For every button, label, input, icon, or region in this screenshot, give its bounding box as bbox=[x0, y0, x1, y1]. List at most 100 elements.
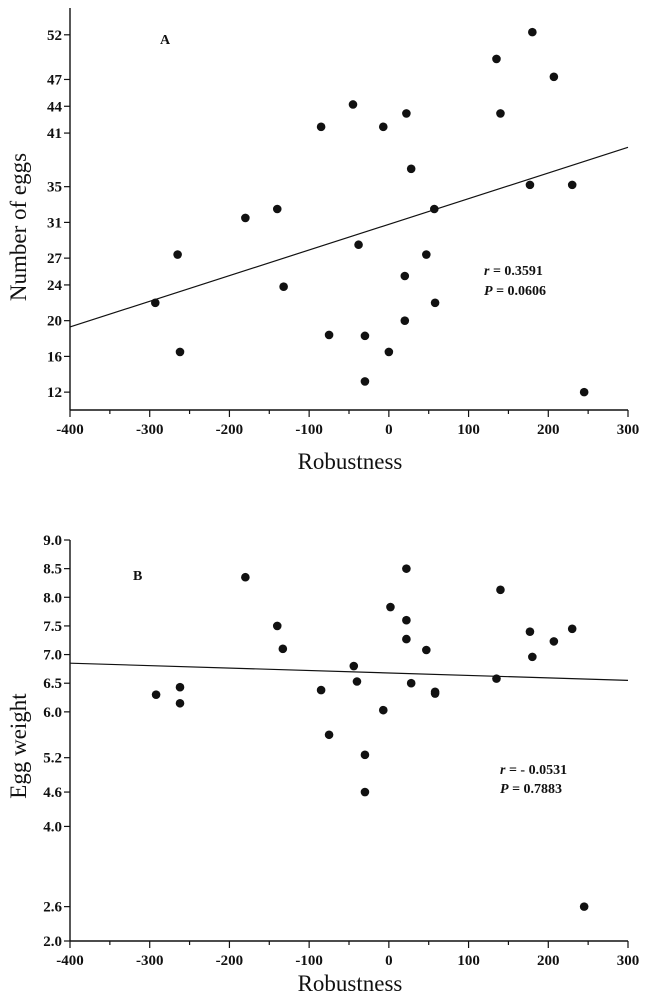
panel-b-data-point bbox=[360, 750, 370, 760]
panel-a-y-tick-label: 41 bbox=[47, 126, 62, 142]
panel-b-data-point bbox=[430, 689, 440, 698]
panel-b-data-point bbox=[175, 698, 185, 708]
panel-a-x-tick-label: 100 bbox=[457, 422, 480, 438]
panel-a-data-point bbox=[429, 204, 439, 214]
panel-b-data-point bbox=[402, 634, 411, 644]
panel-b-data-point bbox=[360, 787, 370, 797]
panel-a-data-point bbox=[241, 213, 250, 223]
panel-b-data-point bbox=[316, 685, 326, 695]
panel-b-x-tick-label: 0 bbox=[385, 953, 393, 969]
panel-a-p-label: P bbox=[484, 284, 493, 299]
panel-a-x-tick-label: -100 bbox=[295, 422, 323, 438]
panel-b-y-tick-label: 8.5 bbox=[43, 562, 62, 578]
panel-b-y-axis-title: Egg weight bbox=[6, 693, 31, 799]
panel-a-y-tick-label: 24 bbox=[47, 278, 63, 294]
panel-a-x-tick-label: -400 bbox=[56, 422, 84, 438]
panel-b-y-tick-label: 7.5 bbox=[43, 619, 62, 635]
panel-a-data-point bbox=[400, 316, 410, 325]
panel-a-x-tick-label: -200 bbox=[216, 422, 244, 438]
panel-b-x-tick-label: 300 bbox=[617, 953, 640, 969]
panel-b-data-point bbox=[324, 730, 334, 740]
panel-b-data-point bbox=[378, 705, 388, 715]
panel-b-y-tick-label: 7.0 bbox=[43, 648, 62, 664]
panel-a-data-point bbox=[528, 27, 537, 37]
panel-b-data-point bbox=[349, 661, 359, 671]
panel-a-y-axis-title: Number of eggs bbox=[6, 153, 31, 301]
panel-b-y-tick-label: 2.0 bbox=[43, 934, 62, 950]
panel-b-data-point bbox=[422, 645, 431, 655]
panel-a-data-point bbox=[400, 271, 410, 281]
panel-a-data-point bbox=[272, 204, 282, 214]
panel-a-number-of-eggs: A Robustness Number of eggs r = 0.3591 P… bbox=[6, 8, 639, 474]
panel-b-data-point bbox=[579, 902, 589, 911]
panel-a-x-tick-label: 300 bbox=[617, 422, 640, 438]
panel-a-r-label: r bbox=[484, 264, 490, 279]
panel-a-regression-line bbox=[69, 146, 629, 328]
panel-a-data-point bbox=[150, 298, 160, 308]
panel-a-data-point bbox=[360, 331, 370, 341]
panel-a-data-point bbox=[579, 387, 589, 397]
panel-a-data-point bbox=[422, 250, 431, 259]
panel-b-p-label: P bbox=[500, 782, 509, 797]
panel-b-regression-line bbox=[69, 662, 629, 681]
panel-b-p-value: = 0.7883 bbox=[509, 782, 562, 797]
panel-b-y-tick-label: 4.0 bbox=[43, 819, 62, 835]
panel-a-data-point bbox=[549, 72, 559, 82]
panel-a-x-axis-title: Robustness bbox=[298, 449, 403, 474]
panel-a-p-annotation: P = 0.0606 bbox=[484, 284, 546, 299]
panel-a-y-tick-label: 35 bbox=[47, 180, 62, 196]
panel-b-data-point bbox=[406, 678, 416, 688]
panel-a-y-tick-label: 31 bbox=[47, 215, 62, 231]
panel-b-data-point bbox=[496, 585, 505, 595]
panel-a-data-point bbox=[525, 180, 535, 190]
panel-b-label: B bbox=[133, 569, 142, 584]
panel-a-data-point bbox=[324, 330, 334, 340]
panel-b-data-point bbox=[549, 637, 559, 646]
panel-a-data-point bbox=[316, 122, 326, 132]
panel-a-data-point bbox=[384, 347, 394, 357]
panel-b-data-point bbox=[525, 627, 535, 636]
panel-a-data-point bbox=[492, 54, 501, 64]
panel-b-x-tick-label: 200 bbox=[537, 953, 560, 969]
panel-a-data-point bbox=[279, 282, 288, 292]
panel-b-data-point bbox=[528, 652, 537, 662]
panel-b-y-tick-label: 9.0 bbox=[43, 533, 62, 549]
panel-b-data-point bbox=[272, 621, 282, 631]
panel-a-data-point bbox=[354, 240, 363, 250]
panel-b-x-tick-label: -400 bbox=[56, 953, 84, 969]
panel-b-data-point bbox=[151, 690, 161, 699]
panel-b-r-value: = - 0.0531 bbox=[505, 763, 567, 778]
panel-a-y-tick-label: 20 bbox=[47, 314, 62, 330]
panel-b-p-annotation: P = 0.7883 bbox=[500, 782, 562, 797]
panel-a-y-tick-label: 12 bbox=[47, 385, 62, 401]
panel-a-x-tick-label: 200 bbox=[537, 422, 560, 438]
panel-a-y-tick-label: 52 bbox=[47, 28, 62, 44]
panel-a-data-point bbox=[175, 347, 185, 357]
panel-b-x-tick-label: -200 bbox=[216, 953, 244, 969]
panel-a-label: A bbox=[160, 33, 171, 48]
panel-a-y-tick-label: 47 bbox=[47, 72, 63, 88]
panel-b-x-tick-label: -300 bbox=[136, 953, 164, 969]
panel-b-y-tick-label: 6.5 bbox=[43, 676, 62, 692]
panel-b-r-annotation: r = - 0.0531 bbox=[500, 763, 567, 778]
panel-b-data-point bbox=[567, 624, 577, 634]
panel-b-data-point bbox=[386, 602, 395, 612]
panel-b-data-point bbox=[278, 644, 288, 654]
panel-b-y-tick-label: 4.6 bbox=[43, 785, 62, 801]
panel-b-x-tick-label: 100 bbox=[457, 953, 480, 969]
panel-b-y-tick-label: 2.6 bbox=[43, 900, 62, 916]
panel-b-data-point bbox=[492, 674, 501, 683]
panel-b-y-tick-label: 8.0 bbox=[43, 590, 62, 606]
panel-b-r-label: r bbox=[500, 763, 506, 778]
panel-b-data-point bbox=[241, 572, 250, 582]
panel-b-y-tick-label: 5.2 bbox=[43, 751, 62, 767]
panel-b-x-axis-title: Robustness bbox=[298, 971, 403, 996]
panel-a-y-tick-label: 16 bbox=[47, 349, 63, 365]
panel-a-y-tick-label: 44 bbox=[47, 99, 63, 115]
panel-a-r-value: = 0.3591 bbox=[489, 264, 542, 279]
panel-b-data-point bbox=[175, 682, 185, 692]
panel-b-y-tick-label: 6.0 bbox=[43, 705, 62, 721]
panel-b-data-point bbox=[352, 677, 362, 686]
panel-a-data-point bbox=[567, 180, 577, 190]
